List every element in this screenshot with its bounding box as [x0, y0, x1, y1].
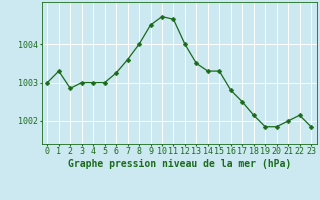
X-axis label: Graphe pression niveau de la mer (hPa): Graphe pression niveau de la mer (hPa)	[68, 159, 291, 169]
